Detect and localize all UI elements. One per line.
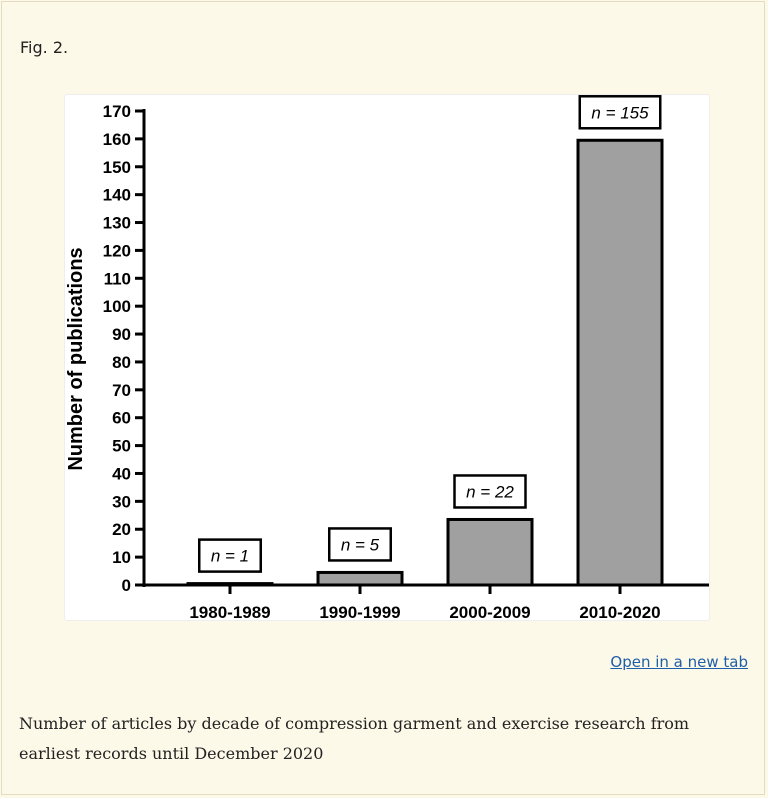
bar-chart: 0 10 20 30 40 50 60 70 80 90 100 110 120 130 140 150 160… — [65, 95, 709, 620]
annotation-label: n = 155 — [591, 103, 649, 122]
annotation-box — [453, 474, 527, 509]
y-tick-label: 70 — [112, 381, 131, 400]
y-tick-label: 90 — [112, 325, 131, 344]
annotation-box — [578, 95, 662, 130]
y-tick-label: 150 — [103, 158, 131, 177]
bar — [576, 138, 664, 587]
x-axis: 1980-1989 1990-1999 2000-2009 2010-2020 — [143, 583, 709, 620]
y-tick-label: 10 — [112, 548, 131, 567]
y-axis-label: Number of publications — [65, 247, 87, 470]
y-tick-label: 80 — [112, 353, 131, 372]
y-tick-label: 60 — [112, 409, 131, 428]
x-tick-label: 2010-2020 — [579, 603, 660, 620]
annotation-label: n = 5 — [341, 535, 380, 554]
y-tick-label: 30 — [112, 492, 131, 511]
y-tick-label: 20 — [112, 520, 131, 539]
annotation-label: n = 22 — [466, 482, 514, 501]
x-tick-label: 1990-1999 — [319, 603, 400, 620]
open-in-new-tab-link[interactable]: Open in a new tab — [610, 653, 748, 671]
y-tick-label: 110 — [104, 269, 131, 288]
y-tick-label: 40 — [112, 464, 131, 483]
bar — [446, 517, 534, 587]
figure-label: Fig. 2. — [20, 38, 69, 57]
y-tick-label: 100 — [103, 297, 131, 316]
bar — [316, 570, 404, 587]
annotation-box — [198, 538, 262, 573]
x-tick-label: 2000-2009 — [449, 603, 530, 620]
y-tick-label: 130 — [103, 214, 131, 233]
y-axis: 0 10 20 30 40 50 60 70 80 90 100 110 120 130 140 150 160… — [103, 102, 146, 595]
y-tick-label: 120 — [103, 241, 131, 260]
y-tick-label: 50 — [112, 437, 131, 456]
figure-image[interactable]: 0 10 20 30 40 50 60 70 80 90 100 110 120 130 140 150 160… — [64, 94, 710, 621]
bar — [186, 582, 274, 587]
annotation-label: n = 1 — [211, 547, 249, 566]
figure-caption: Number of articles by decade of compress… — [19, 714, 690, 763]
y-tick-label: 0 — [122, 576, 131, 595]
y-tick-label: 140 — [103, 186, 131, 205]
annotations: n = 1 n = 5 n = 22 n = 155 — [198, 95, 662, 573]
bars — [186, 138, 664, 587]
y-tick-label: 170 — [103, 102, 131, 121]
x-tick-label: 1980-1989 — [189, 603, 270, 620]
annotation-box — [328, 527, 392, 562]
y-tick-label: 160 — [103, 130, 131, 149]
